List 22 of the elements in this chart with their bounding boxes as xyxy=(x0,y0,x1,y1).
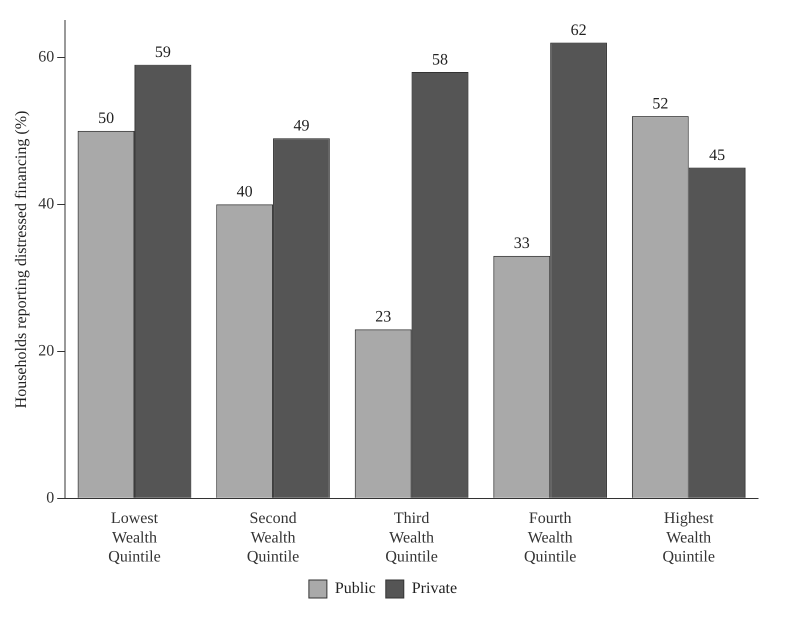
x-tick-label: Highest Wealth Quintile xyxy=(662,510,715,566)
data-label: 59 xyxy=(154,44,171,61)
data-label: 58 xyxy=(432,51,448,68)
y-tick-label: 0 xyxy=(46,490,54,507)
x-tick-label: Second Wealth Quintile xyxy=(246,510,300,566)
x-tick-label: Lowest Wealth Quintile xyxy=(108,510,161,566)
data-label: 62 xyxy=(570,22,587,39)
y-axis-title: Households reporting distressed financing (%) xyxy=(12,110,30,408)
data-label: 52 xyxy=(652,95,668,112)
data-label: 50 xyxy=(98,110,114,128)
y-tick-label: 60 xyxy=(38,48,54,66)
data-label: 23 xyxy=(375,308,392,326)
data-label: 40 xyxy=(236,184,253,201)
legend-label: Public xyxy=(334,580,376,598)
x-tick-label: Third Wealth Quintile xyxy=(385,510,438,566)
data-label: 33 xyxy=(514,235,530,252)
y-tick-label: 20 xyxy=(38,342,54,360)
y-tick-label: 40 xyxy=(38,196,54,213)
x-tick-label: Fourth Wealth Quintile xyxy=(524,510,576,566)
data-label: 45 xyxy=(709,146,726,164)
legend-label: Private xyxy=(412,580,458,598)
data-label: 49 xyxy=(293,117,310,134)
